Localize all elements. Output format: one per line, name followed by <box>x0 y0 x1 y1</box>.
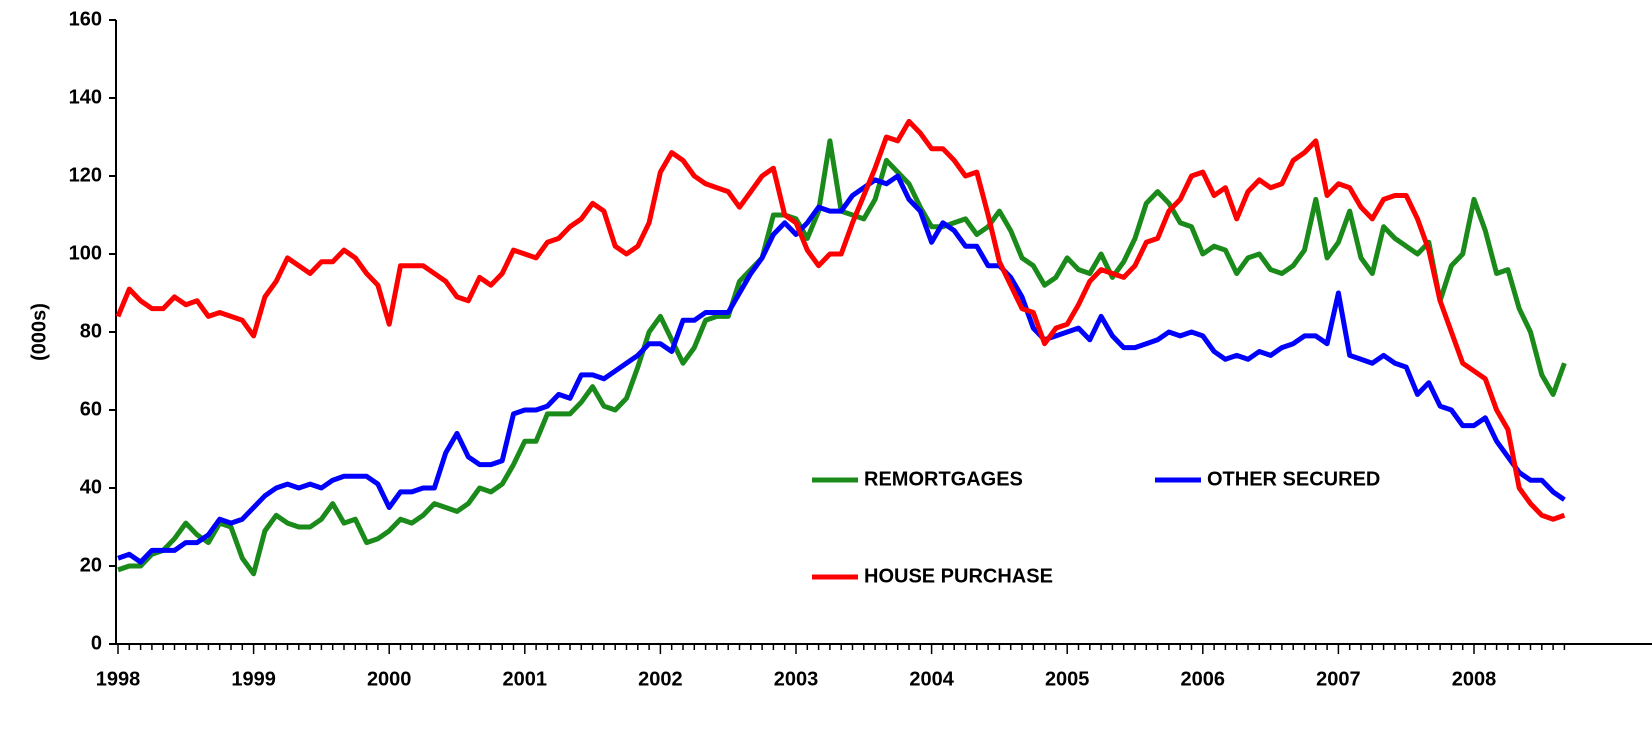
series-line <box>115 118 1566 522</box>
y-tick-label: 160 <box>69 8 102 30</box>
x-tick-label: 2001 <box>503 668 548 690</box>
y-axis-label: (000s) <box>28 303 50 361</box>
y-tick-label: 20 <box>80 554 102 576</box>
x-tick-label: 2005 <box>1045 668 1090 690</box>
x-tick-label: 2002 <box>638 668 683 690</box>
legend-label: HOUSE PURCHASE <box>864 565 1053 587</box>
y-tick-label: 40 <box>80 476 102 498</box>
x-tick-label: 2006 <box>1181 668 1226 690</box>
legend-label: OTHER SECURED <box>1207 468 1380 490</box>
y-tick-label: 140 <box>69 86 102 108</box>
series-line <box>117 138 1567 577</box>
y-tick-label: 80 <box>80 320 102 342</box>
x-tick-label: 2007 <box>1316 668 1361 690</box>
y-tick-label: 0 <box>91 632 102 654</box>
y-tick-label: 60 <box>80 398 102 420</box>
x-tick-label: 2000 <box>367 668 412 690</box>
y-tick-label: 100 <box>69 242 102 264</box>
series-line <box>117 173 1566 565</box>
x-tick-label: 1999 <box>231 668 276 690</box>
legend-label: REMORTGAGES <box>864 468 1023 490</box>
x-tick-label: 2008 <box>1452 668 1497 690</box>
x-tick-label: 1998 <box>96 668 141 690</box>
x-tick-label: 2004 <box>909 668 954 690</box>
x-tick-label: 2003 <box>774 668 819 690</box>
y-tick-label: 120 <box>69 164 102 186</box>
